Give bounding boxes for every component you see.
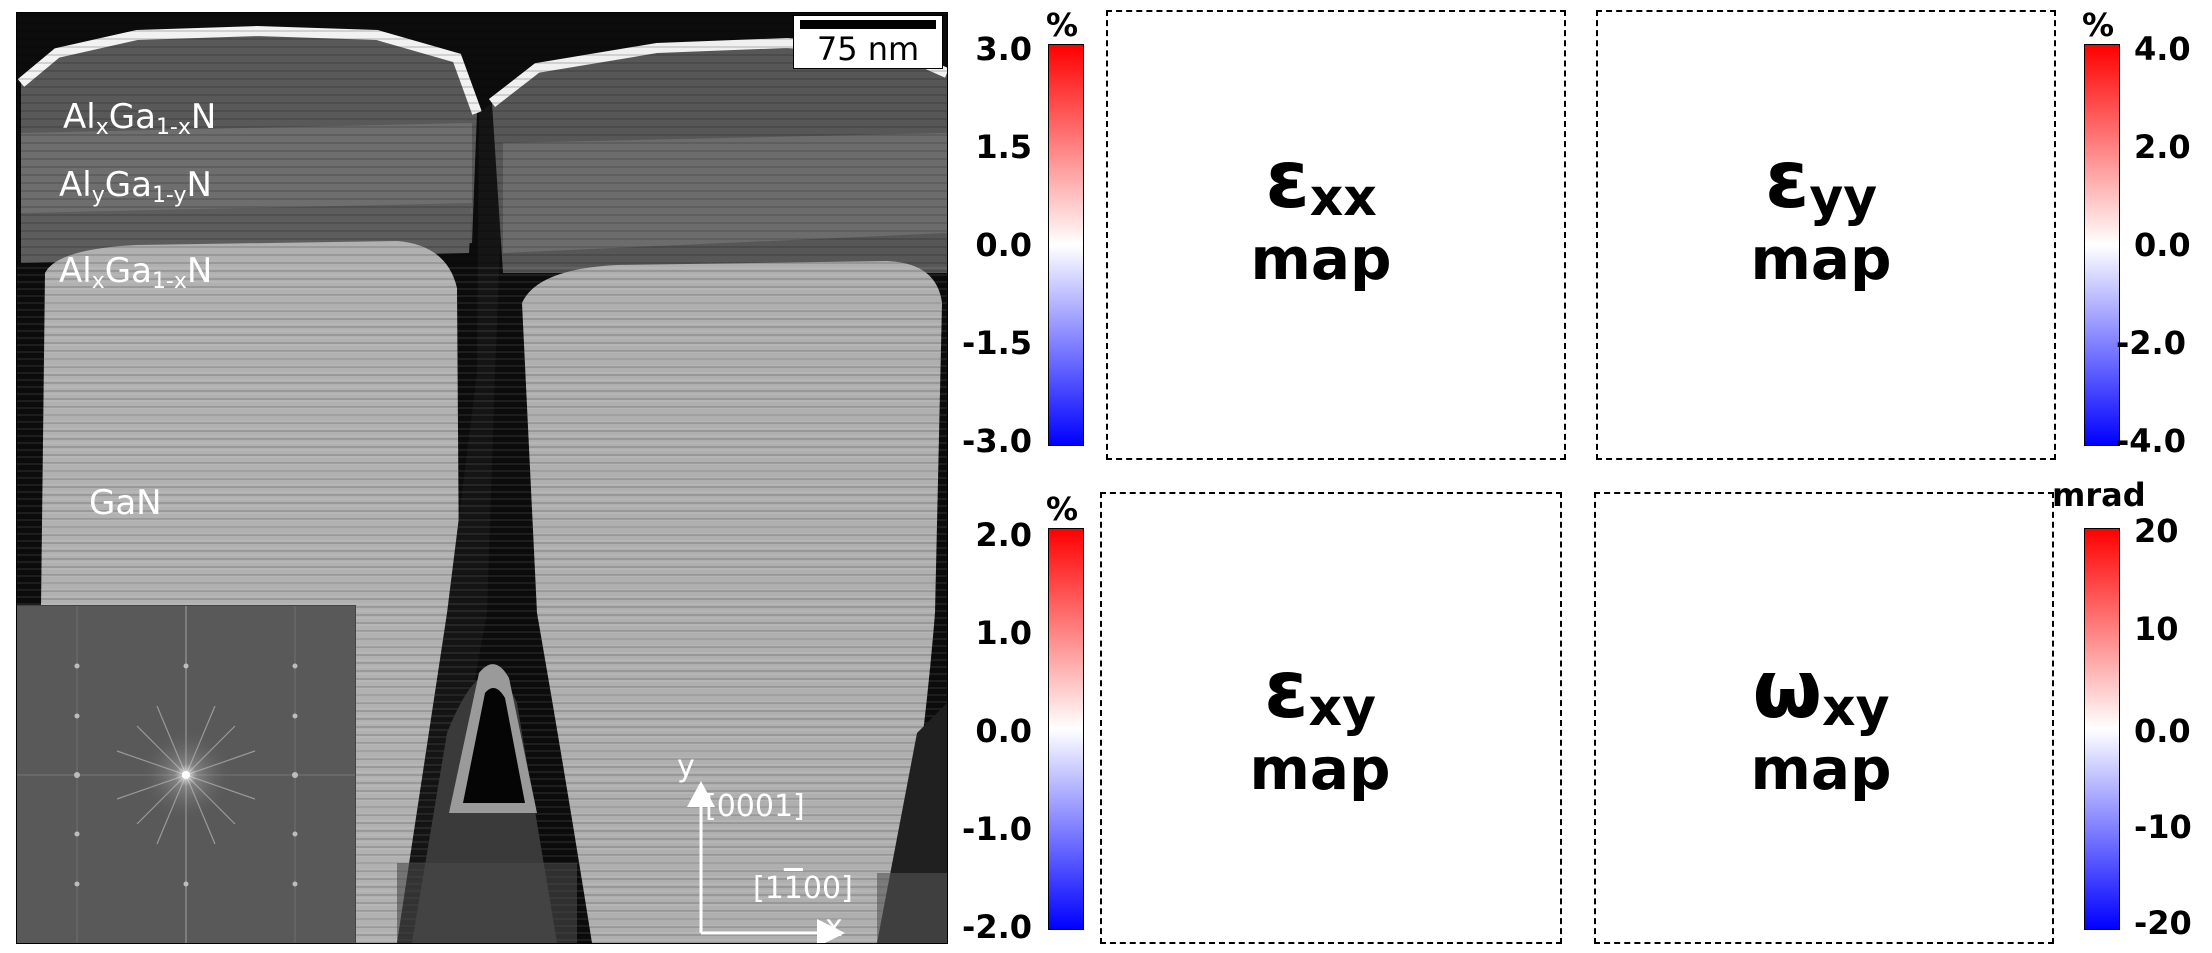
exx-tick-0: 3.0 (975, 30, 1032, 68)
axis-arrows (687, 781, 845, 943)
exx-tick-4: -3.0 (962, 422, 1032, 460)
exx-tick-3: -1.5 (962, 324, 1032, 362)
tem-image: 75 nm AlxGa1-xN AlyGa1-yN AlxGa1-xN GaN … (16, 12, 948, 944)
axis-x-label: x (825, 909, 843, 944)
exy-tick-3: -1.0 (962, 810, 1032, 848)
exx-colorbar (1048, 44, 1084, 446)
exx-tick-1: 1.5 (975, 128, 1032, 166)
wxy-tick-4: -20 (2134, 904, 2192, 942)
wxy-tick-2: 0.0 (2134, 712, 2191, 750)
wxy-tick-1: 10 (2134, 610, 2179, 648)
wxy-map-title: ωxy map (1750, 643, 1892, 803)
eyy-map-title: εyy map (1750, 133, 1892, 293)
scale-bar (800, 20, 936, 29)
exy-colorbar (1048, 528, 1084, 930)
exx-map (1106, 10, 1566, 460)
eyy-tick-1: 2.0 (2134, 128, 2191, 166)
scale-bar-label: 75 nm (816, 30, 920, 68)
layer-label-1: AlxGa1-xN (63, 97, 217, 140)
wxy-tick-0: 20 (2134, 512, 2179, 550)
eyy-tick-0: 4.0 (2134, 30, 2191, 68)
fft-inset (17, 605, 356, 943)
exy-unit: % (1046, 490, 1079, 528)
eyy-tick-4: -4.0 (2116, 422, 2186, 460)
layer-label-2: AlyGa1-yN (59, 165, 212, 208)
wxy-tick-3: -10 (2134, 808, 2192, 846)
layer-label-3: AlxGa1-xN (59, 251, 213, 294)
eyy-unit: % (2082, 6, 2115, 44)
wxy-colorbar (2084, 528, 2120, 930)
exy-map-title: εxy map (1249, 643, 1391, 803)
fft-pattern (17, 606, 355, 943)
wxy-map (1594, 492, 2054, 944)
exx-unit: % (1046, 6, 1079, 44)
exy-tick-1: 1.0 (975, 614, 1032, 652)
axis-x-direction: [1100] (753, 871, 853, 906)
scale-bar-box: 75 nm (793, 15, 943, 69)
exy-tick-0: 2.0 (975, 516, 1032, 554)
exx-tick-2: 0.0 (975, 226, 1032, 264)
eyy-map (1596, 10, 2056, 460)
tem-image-graphic (17, 13, 947, 943)
eyy-tick-2: 0.0 (2134, 226, 2191, 264)
axis-y-label: y (677, 749, 695, 784)
exy-tick-2: 0.0 (975, 712, 1032, 750)
eyy-tick-3: -2.0 (2116, 324, 2186, 362)
eyy-colorbar (2084, 44, 2120, 446)
exx-map-title: εxx map (1250, 133, 1392, 293)
exy-tick-4: -2.0 (962, 908, 1032, 946)
axis-y-direction: [0001] (705, 789, 805, 824)
exy-map (1100, 492, 1562, 944)
substrate-label: GaN (89, 483, 162, 523)
wxy-unit: mrad (2052, 476, 2146, 514)
